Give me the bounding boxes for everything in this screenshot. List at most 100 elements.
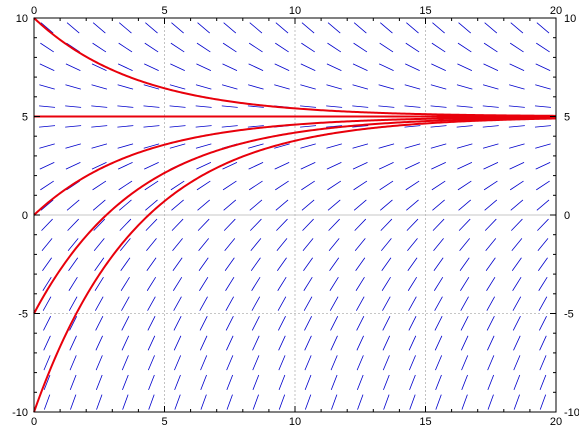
- slope-segment: [278, 374, 286, 391]
- slope-segment: [482, 125, 499, 128]
- slope-segment: [301, 22, 315, 34]
- slope-segment: [174, 355, 182, 371]
- slope-segment: [95, 355, 103, 371]
- slope-segment: [459, 257, 470, 272]
- slope-segment: [457, 180, 472, 191]
- slope-segment: [430, 84, 447, 90]
- x-tick-label-top: 10: [289, 5, 301, 17]
- slope-segment: [248, 143, 264, 149]
- slope-segment: [222, 180, 237, 191]
- slope-segment: [407, 276, 418, 291]
- slope-segment: [223, 218, 236, 231]
- slope-segment: [511, 238, 523, 252]
- slope-segment: [91, 161, 107, 170]
- slope-segment: [355, 257, 366, 272]
- slope-segment: [512, 316, 521, 331]
- slope-segment: [117, 143, 134, 149]
- slope-segment: [119, 218, 132, 231]
- slope-segment: [382, 335, 391, 351]
- slope-segment: [65, 143, 81, 149]
- slope-segment: [484, 218, 497, 231]
- slope-segment: [328, 218, 340, 231]
- slope-segment: [304, 374, 312, 391]
- slope-segment: [170, 180, 185, 191]
- slope-segment: [40, 199, 54, 211]
- slope-segment: [122, 374, 129, 391]
- slope-segment: [122, 394, 129, 410]
- slope-segment: [434, 335, 443, 351]
- slope-segment: [330, 316, 339, 331]
- slope-segment: [172, 238, 183, 252]
- slope-segment: [69, 316, 78, 331]
- slope-segment: [91, 84, 108, 90]
- slope-segment: [486, 296, 495, 311]
- slope-segment: [484, 199, 498, 211]
- slope-segment: [250, 257, 261, 272]
- slope-segment: [379, 180, 394, 191]
- slope-segment: [144, 63, 159, 72]
- slope-segment: [148, 394, 155, 410]
- slope-segment: [487, 355, 495, 371]
- slope-segment: [485, 238, 497, 252]
- slope-segment: [70, 394, 77, 410]
- slope-segment: [91, 105, 108, 108]
- slope-segment: [379, 199, 393, 211]
- slope-segment: [247, 125, 264, 128]
- slope-segment: [486, 276, 496, 291]
- slope-segment: [41, 238, 53, 252]
- slope-segment: [169, 125, 186, 128]
- slope-segment: [535, 63, 551, 72]
- slope-segment: [356, 355, 364, 371]
- slope-segment: [199, 316, 208, 331]
- slope-segment: [196, 63, 212, 72]
- slope-segment: [95, 316, 104, 331]
- slope-segment: [536, 42, 550, 53]
- y-tick-label-left: 5: [22, 112, 28, 124]
- slope-segment: [327, 42, 342, 53]
- slope-segment: [487, 374, 495, 391]
- slope-segment: [406, 22, 419, 34]
- slope-segment: [326, 105, 343, 108]
- slope-segment: [276, 218, 288, 231]
- slope-segment: [378, 84, 395, 90]
- slope-segment: [145, 199, 158, 211]
- slope-segment: [378, 143, 395, 149]
- slope-segment: [118, 199, 132, 211]
- slope-segment: [380, 238, 392, 252]
- slope-segment: [329, 257, 340, 272]
- slope-segment: [300, 143, 316, 149]
- slope-segment: [405, 180, 420, 191]
- slope-segment: [143, 125, 160, 128]
- slope-segment: [356, 374, 364, 391]
- x-tick-label-top: 15: [419, 5, 431, 17]
- slope-segment: [39, 84, 55, 90]
- slope-segment: [226, 374, 234, 391]
- slope-segment: [171, 218, 184, 231]
- slope-segment: [275, 199, 289, 211]
- slope-segment: [304, 355, 312, 371]
- slope-segment: [40, 180, 54, 191]
- slope-segment: [460, 335, 469, 351]
- slope-segment: [301, 199, 315, 211]
- slope-segment: [431, 63, 446, 72]
- slope-segment: [199, 276, 209, 291]
- slope-segment: [381, 257, 392, 272]
- slope-segment: [382, 296, 391, 311]
- slope-segment: [117, 84, 134, 90]
- slope-segment: [69, 355, 77, 371]
- slope-segment: [302, 238, 314, 252]
- slope-segment: [42, 276, 52, 291]
- slope-segment: [147, 335, 156, 351]
- slope-segment: [146, 257, 157, 272]
- slope-segment: [43, 335, 51, 351]
- slope-segment: [379, 22, 393, 34]
- slope-segment: [538, 316, 547, 331]
- slope-segment: [303, 276, 313, 291]
- slope-segment: [538, 257, 548, 272]
- slope-segment: [456, 105, 473, 108]
- slope-segment: [534, 125, 551, 128]
- slope-segment: [303, 296, 313, 311]
- slope-segment: [539, 355, 547, 371]
- slope-segment: [535, 84, 551, 90]
